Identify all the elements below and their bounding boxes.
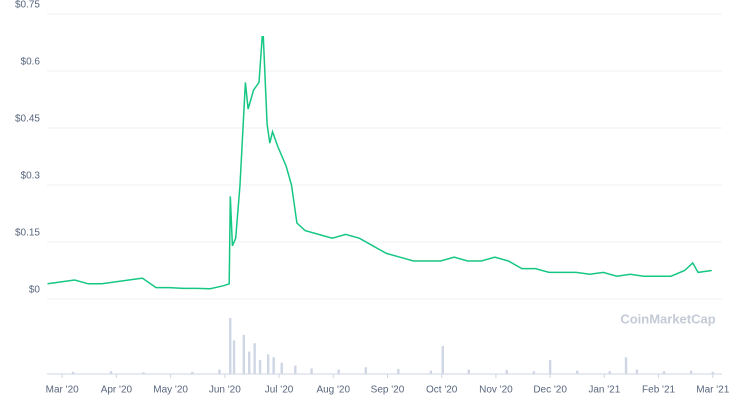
volume-bar	[467, 369, 471, 374]
volume-bar	[232, 340, 236, 374]
price-line	[47, 36, 712, 290]
volume-bar	[662, 371, 666, 374]
volume-bar	[258, 360, 262, 374]
volume-bar	[608, 371, 611, 374]
volume-bar	[364, 367, 367, 374]
x-tick-label: Dec '20	[533, 385, 567, 396]
watermark: CoinMarketCap	[620, 311, 715, 326]
volume-bar	[142, 372, 145, 374]
x-tick-label: May '20	[153, 385, 188, 396]
y-tick-label: $0.15	[15, 228, 40, 239]
y-tick-label: $0.75	[15, 0, 40, 11]
x-tick-label: Oct '20	[426, 385, 458, 396]
volume-bar	[242, 334, 246, 374]
volume-bar	[337, 369, 340, 374]
volume-bar	[310, 368, 313, 374]
volume-bar	[248, 351, 251, 374]
x-tick-label: Jul '20	[265, 385, 294, 396]
volume-bar	[532, 371, 536, 374]
volume-bar	[441, 346, 444, 374]
x-tick-label: Jan '21	[588, 385, 620, 396]
volume-bar	[267, 354, 270, 374]
volume-bar	[218, 369, 221, 374]
x-tick-label: Nov '20	[479, 385, 513, 396]
volume-bar	[272, 357, 275, 374]
volume-bar	[711, 371, 714, 374]
volume-bar	[576, 370, 579, 374]
volume-bar	[397, 368, 400, 374]
x-tick-label: Feb '21	[642, 385, 675, 396]
volume-bar	[229, 318, 232, 374]
y-tick-label: $0.3	[21, 171, 41, 182]
volume-bar	[689, 370, 693, 374]
x-tick-label: Sep '20	[371, 385, 405, 396]
volume-bar	[280, 362, 283, 374]
volume-bar	[548, 360, 552, 374]
volume-bar	[253, 343, 256, 374]
y-tick-label: $0.6	[21, 57, 41, 68]
x-tick-label: Mar '20	[46, 385, 79, 396]
x-tick-label: Apr '20	[101, 385, 133, 396]
volume-bar	[191, 371, 194, 374]
volume-bar	[71, 371, 75, 374]
volume-bar	[505, 370, 508, 374]
x-tick-label: Jun '20	[209, 385, 241, 396]
volume-bar	[635, 369, 639, 374]
x-tick-label: Mar '21	[696, 385, 729, 396]
x-tick-label: Aug '20	[316, 385, 350, 396]
volume-bar	[429, 370, 433, 374]
y-tick-label: $0.45	[15, 114, 40, 125]
volume-bar	[624, 357, 628, 374]
y-tick-label: $0	[29, 285, 41, 296]
volume-bar	[109, 371, 113, 374]
volume-bar	[294, 365, 297, 374]
